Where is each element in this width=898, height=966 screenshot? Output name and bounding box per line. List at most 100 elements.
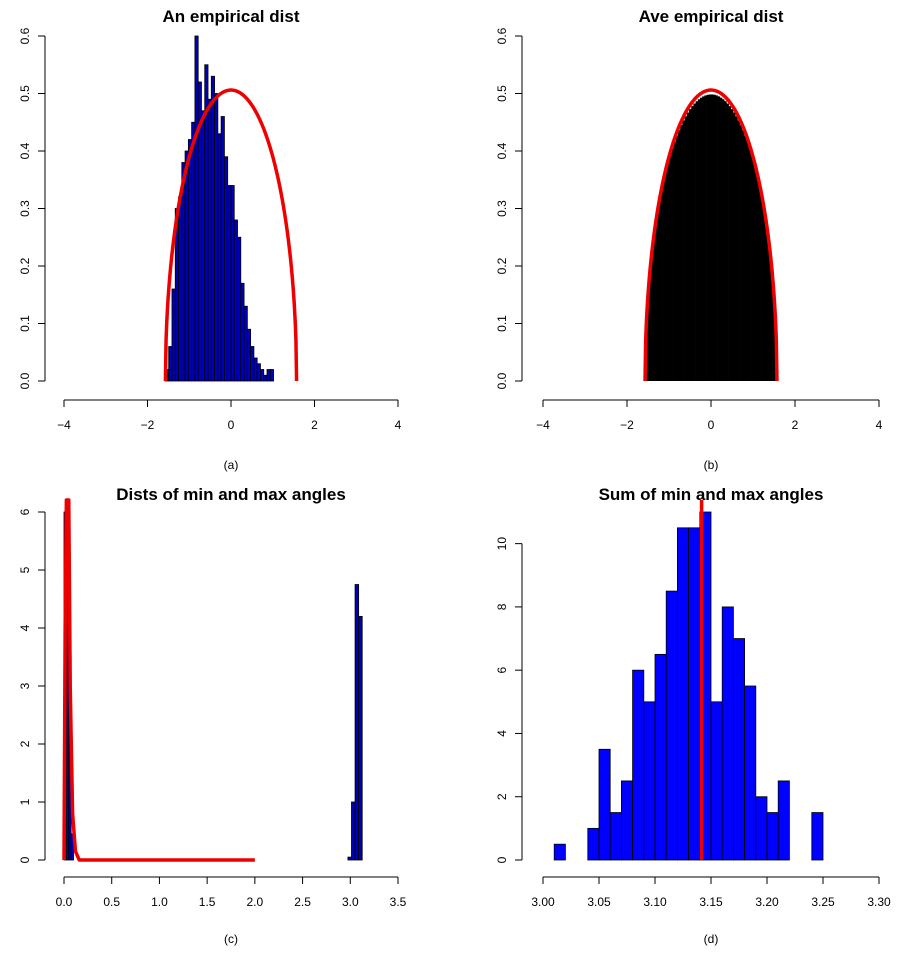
histogram-bar: [673, 141, 677, 381]
histogram-bar: [717, 96, 721, 382]
histogram-bar: [237, 236, 242, 382]
y-tick-label: 5: [18, 566, 32, 573]
y-tick-label: 0.0: [495, 372, 509, 389]
histogram-bar: [253, 357, 258, 382]
x-tick-label: 3.20: [755, 895, 779, 909]
chart-panel-b: Ave empirical dist −4 −2 0 2 4 0.0 0.1 0.2 0.3 0.4…: [495, 7, 883, 472]
histogram-bar: [710, 701, 723, 861]
histogram-bar: [233, 219, 238, 382]
x-tick-label: 3.05: [587, 895, 611, 909]
x-tick-label: 3.15: [699, 895, 723, 909]
histogram-bar: [214, 93, 219, 382]
histogram-bar: [553, 843, 566, 861]
chart-title: Dists of min and max angles: [116, 485, 346, 504]
histogram-bar: [726, 103, 729, 381]
histogram-bar: [194, 35, 199, 382]
histogram-bar: [755, 796, 768, 861]
histogram-bar: [732, 112, 736, 381]
histogram-bar: [761, 202, 765, 381]
y-tick-label: 0.4: [18, 142, 32, 159]
histogram-bar: [223, 156, 229, 382]
y-tick-label: 0.5: [18, 85, 32, 102]
chart-panel-a: An empirical dist −4 −2 0 2 4 0.0 0.1 0.2 0.3 0.4 0…: [18, 7, 402, 472]
y-tick-label: 0.6: [495, 27, 509, 44]
histogram-bar: [724, 101, 727, 381]
histogram-bar: [752, 163, 756, 381]
histogram-bar: [662, 181, 666, 381]
histogram-bar: [735, 116, 738, 381]
x-tick-label: 0: [228, 418, 235, 432]
y-tick-label: 0.5: [495, 85, 509, 102]
panel-caption: (d): [704, 932, 719, 946]
y-tick-label: 2: [18, 740, 32, 747]
panel-caption: (c): [224, 932, 238, 946]
histogram-bar: [744, 685, 757, 861]
histogram-bar: [708, 94, 712, 381]
y-tick-label: 0: [18, 856, 32, 863]
histogram-bar: [700, 97, 703, 381]
histogram-bar: [765, 230, 769, 381]
histogram-bar: [654, 653, 667, 861]
histogram-bar: [230, 185, 235, 382]
histogram-bar: [766, 812, 779, 861]
histogram-bar: [227, 185, 232, 382]
panel-caption: (b): [704, 458, 719, 472]
histogram-bar: [664, 171, 668, 381]
histogram-bar: [768, 246, 771, 381]
histogram-bar: [811, 812, 824, 861]
histogram-bar: [647, 291, 650, 381]
panel-caption: (a): [224, 458, 239, 472]
x-tick-label: 0.0: [56, 895, 73, 909]
histogram-bar: [669, 155, 672, 381]
histogram-bar: [684, 116, 688, 381]
histogram-bar: [250, 346, 255, 382]
histogram-bar: [168, 346, 173, 382]
x-tick-label: 0: [708, 418, 715, 432]
histogram-bar: [246, 328, 252, 382]
histogram-bar: [677, 527, 690, 861]
y-tick-label: 0.4: [495, 142, 509, 159]
histogram-bar: [191, 121, 196, 382]
x-tick-label: 0.5: [103, 895, 120, 909]
y-tick-label: 0.3: [18, 200, 32, 217]
y-tick-label: 0.6: [18, 27, 32, 44]
histogram-bar: [691, 106, 694, 381]
y-tick-label: 2: [495, 793, 509, 800]
histogram-bar-max: [347, 856, 352, 861]
y-tick-label: 4: [18, 624, 32, 631]
histogram-bar: [266, 369, 271, 382]
x-tick-label: 3.00: [531, 895, 555, 909]
histogram-bar: [682, 120, 685, 381]
histogram-bar: [763, 215, 767, 381]
chart-panel-c: Dists of min and max angles 0.0 0.5 1.0 1.5 2…: [18, 485, 407, 946]
histogram-bar: [743, 135, 747, 381]
histogram-bar: [759, 191, 762, 381]
histogram-bar: [609, 812, 622, 861]
histogram-bar: [730, 109, 734, 381]
x-tick-label: 3.10: [643, 895, 667, 909]
chart-title: Sum of min and max angles: [599, 485, 824, 504]
y-tick-label: 0.3: [495, 200, 509, 217]
histogram-bar: [770, 266, 773, 381]
y-tick-label: 4: [495, 730, 509, 737]
histogram-bar: [651, 246, 655, 381]
y-tick-label: 10: [495, 537, 509, 551]
chart-title: Ave empirical dist: [639, 7, 784, 26]
histogram-bar: [263, 374, 268, 382]
histogram-bar: [678, 130, 681, 381]
y-tick-label: 1: [18, 798, 32, 805]
x-tick-label: 2: [311, 418, 318, 432]
x-tick-label: 2: [792, 418, 799, 432]
x-tick-label: −2: [620, 418, 634, 432]
histogram-bar: [704, 95, 707, 381]
histogram-bar: [187, 139, 193, 382]
histogram-bar: [171, 288, 176, 382]
histogram-bar-max: [351, 801, 356, 861]
density-curve: [643, 88, 779, 382]
histogram-bar: [598, 748, 611, 861]
x-tick-label: 1.0: [151, 895, 168, 909]
histogram-bar-max: [354, 584, 360, 861]
histogram-bar: [675, 135, 679, 381]
histogram-bar: [748, 148, 751, 381]
histogram-bar: [260, 369, 265, 382]
